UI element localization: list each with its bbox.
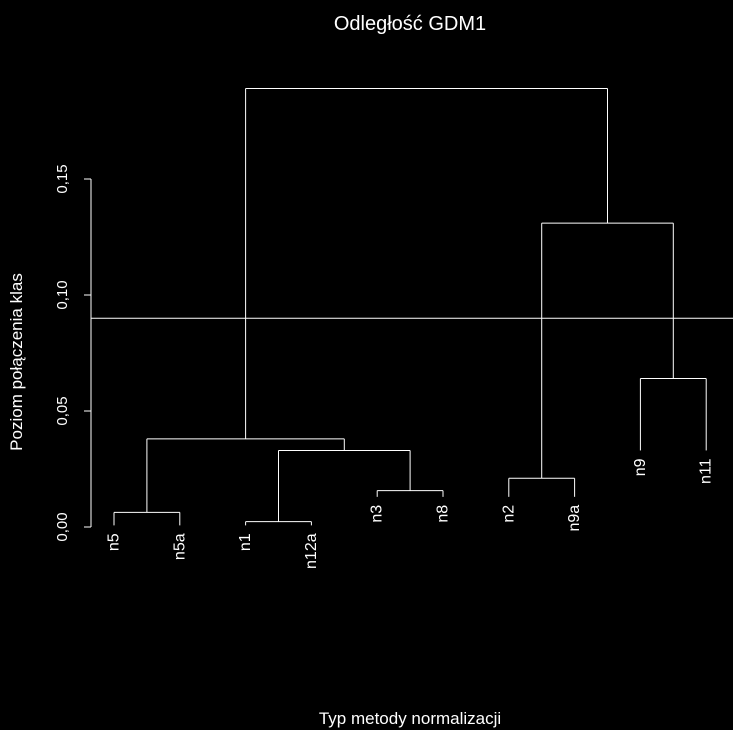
leaf-label-n3: n3	[369, 505, 386, 523]
y-axis: 0,00 0,05 0,10 0,15	[54, 164, 92, 542]
leaf-label-n8: n8	[435, 505, 452, 523]
y-tick-label-0,10: 0,10	[54, 280, 71, 309]
y-tick-label-0,00: 0,00	[54, 512, 71, 541]
chart-title: Odległość GDM1	[334, 13, 486, 35]
leaf-label-n5a: n5a	[171, 533, 188, 560]
leaf-label-n9a: n9a	[566, 505, 583, 532]
y-tick-label-0,05: 0,05	[54, 396, 71, 425]
leaf-label-n12a: n12a	[303, 533, 320, 569]
y-tick-label-0,15: 0,15	[54, 164, 71, 193]
x-axis-label: Typ metody normalizacji	[319, 709, 501, 728]
leaf-label-n11: n11	[698, 458, 715, 484]
leaf-label-n2: n2	[500, 505, 517, 523]
leaf-label-n1: n1	[237, 533, 254, 551]
leaf-label-n9: n9	[632, 458, 649, 476]
y-axis-label: Poziom połączenia klas	[7, 273, 26, 451]
leaf-labels: n5 n5a n1 n12a n3 n8 n2 n9a n9 n11	[106, 458, 715, 569]
leaf-label-n5: n5	[106, 533, 123, 551]
dendrogram-branches	[113, 88, 707, 526]
